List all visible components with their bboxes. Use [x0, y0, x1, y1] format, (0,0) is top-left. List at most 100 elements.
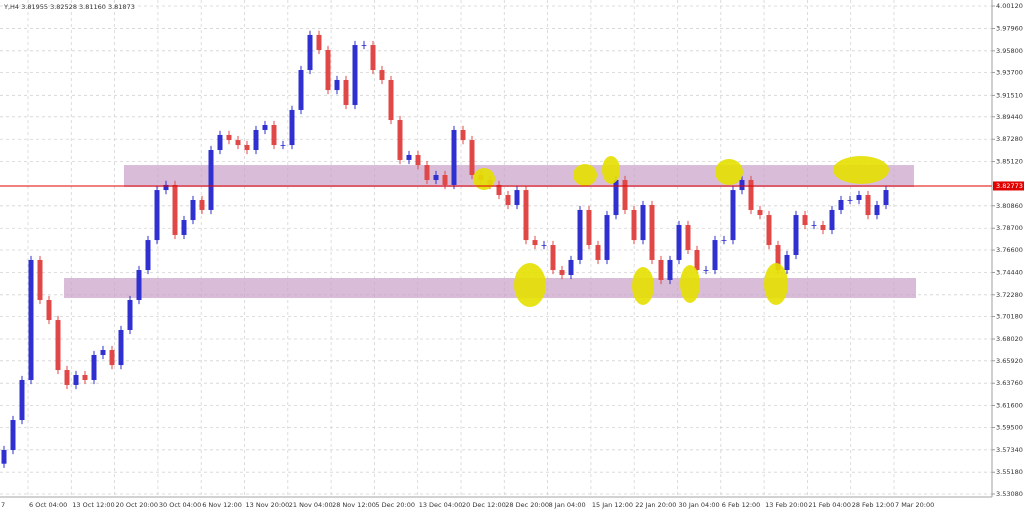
price-zone — [64, 278, 916, 299]
candle-body — [469, 140, 475, 176]
candle-body — [442, 175, 448, 185]
candle-body — [865, 195, 871, 216]
candle-body — [127, 300, 133, 330]
candle-body — [316, 34, 322, 51]
candle-body — [541, 245, 547, 246]
y-tick-label: 3.78700 — [996, 224, 1023, 232]
x-tick-label: 28 Dec 20:00 — [505, 501, 549, 509]
candle-body — [577, 209, 583, 260]
x-tick-label: 22 Jan 20:00 — [635, 501, 676, 509]
x-tick-label: 28 Feb 12:00 — [852, 501, 895, 509]
highlight — [473, 168, 495, 190]
candle-body — [496, 184, 502, 196]
candle-body — [136, 270, 142, 301]
candle-body — [73, 375, 79, 385]
price-zone — [124, 165, 914, 188]
candle-body — [361, 45, 367, 46]
candle-body — [388, 79, 394, 121]
candle-body — [181, 220, 187, 235]
x-tick-label: 13 Dec 04:00 — [419, 501, 463, 509]
candle-body — [424, 165, 430, 180]
candle-body — [280, 145, 286, 146]
y-tick-label: 4.00120 — [996, 2, 1023, 10]
x-tick-label: 7 — [1, 501, 5, 509]
x-tick-label: 13 Feb 20:00 — [765, 501, 808, 509]
candle-body — [658, 259, 664, 280]
candle-body — [109, 350, 115, 366]
candle-body — [217, 134, 223, 151]
candle-body — [685, 225, 691, 251]
highlight — [573, 164, 597, 186]
candle-body — [307, 34, 313, 71]
x-tick-label: 7 Mar 20:00 — [895, 501, 934, 509]
candle-body — [55, 320, 61, 371]
candle-body — [325, 50, 331, 91]
y-tick-label: 3.95800 — [996, 47, 1023, 55]
candle-body — [748, 179, 754, 210]
overlay: 3.82773 — [0, 181, 1024, 191]
candle-body — [532, 240, 538, 246]
x-tick-label: 20 Dec 12:00 — [462, 501, 506, 509]
x-tick-label: 8 Jan 04:00 — [549, 501, 586, 509]
candle-body — [406, 154, 412, 160]
candle-body — [874, 204, 880, 216]
candle-body — [460, 129, 466, 141]
candle-body — [568, 259, 574, 276]
candle-body — [163, 184, 169, 191]
candle-body — [1, 450, 7, 464]
candle-body — [289, 109, 295, 146]
candle-body — [235, 140, 241, 146]
candle-body — [505, 195, 511, 205]
candle-body — [28, 259, 34, 380]
candle-body — [523, 190, 529, 241]
x-tick-label: 21 Nov 04:00 — [289, 501, 333, 509]
candle-body — [262, 125, 268, 130]
candle-body — [64, 370, 70, 385]
current-price-label: 3.82773 — [996, 182, 1023, 190]
candle-body — [883, 190, 889, 205]
candle-body — [676, 225, 682, 260]
candle-body — [829, 209, 835, 230]
y-tick-label: 3.80860 — [996, 202, 1023, 210]
x-tick-label: 28 Nov 12:00 — [332, 501, 376, 509]
y-tick-label: 3.91510 — [996, 91, 1023, 99]
candle-body — [415, 154, 421, 166]
highlight — [632, 267, 654, 305]
x-tick-label: 13 Oct 12:00 — [72, 501, 114, 509]
highlights — [473, 156, 889, 307]
x-tick-label: 6 Oct 04:00 — [29, 501, 67, 509]
y-tick-label: 3.76600 — [996, 246, 1023, 254]
candle-body — [757, 209, 763, 216]
candle-body — [514, 190, 520, 205]
highlight — [602, 156, 620, 184]
candle-body — [802, 215, 808, 226]
candle-body — [379, 70, 385, 80]
x-tick-label: 20 Oct 20:00 — [116, 501, 158, 509]
x-tick-label: 30 Oct 04:00 — [159, 501, 201, 509]
candle-body — [19, 379, 25, 421]
y-tick-label: 3.55180 — [996, 468, 1023, 476]
highlight — [514, 263, 546, 307]
y-tick-label: 3.89440 — [996, 113, 1023, 121]
candle-body — [82, 375, 88, 380]
y-tick-label: 3.74440 — [996, 268, 1023, 276]
x-tick-label: 6 Feb 12:00 — [722, 501, 761, 509]
candle-body — [784, 254, 790, 271]
candle-body — [595, 245, 601, 260]
candle-body — [226, 134, 232, 141]
highlight — [833, 156, 889, 184]
y-tick-label: 3.68020 — [996, 335, 1023, 343]
candle-body — [667, 259, 673, 280]
candle-body — [190, 200, 196, 221]
candle-body — [811, 225, 817, 226]
candle-body — [334, 79, 340, 91]
candle-body — [433, 175, 439, 180]
candle-body — [739, 179, 745, 191]
candle-body — [649, 204, 655, 260]
current-price-box — [993, 181, 1024, 191]
candle-body — [847, 200, 853, 201]
candle-body — [586, 209, 592, 246]
x-tick-label: 30 Jan 04:00 — [679, 501, 720, 509]
y-tick-label: 3.70180 — [996, 313, 1023, 321]
candle-body — [91, 354, 97, 380]
